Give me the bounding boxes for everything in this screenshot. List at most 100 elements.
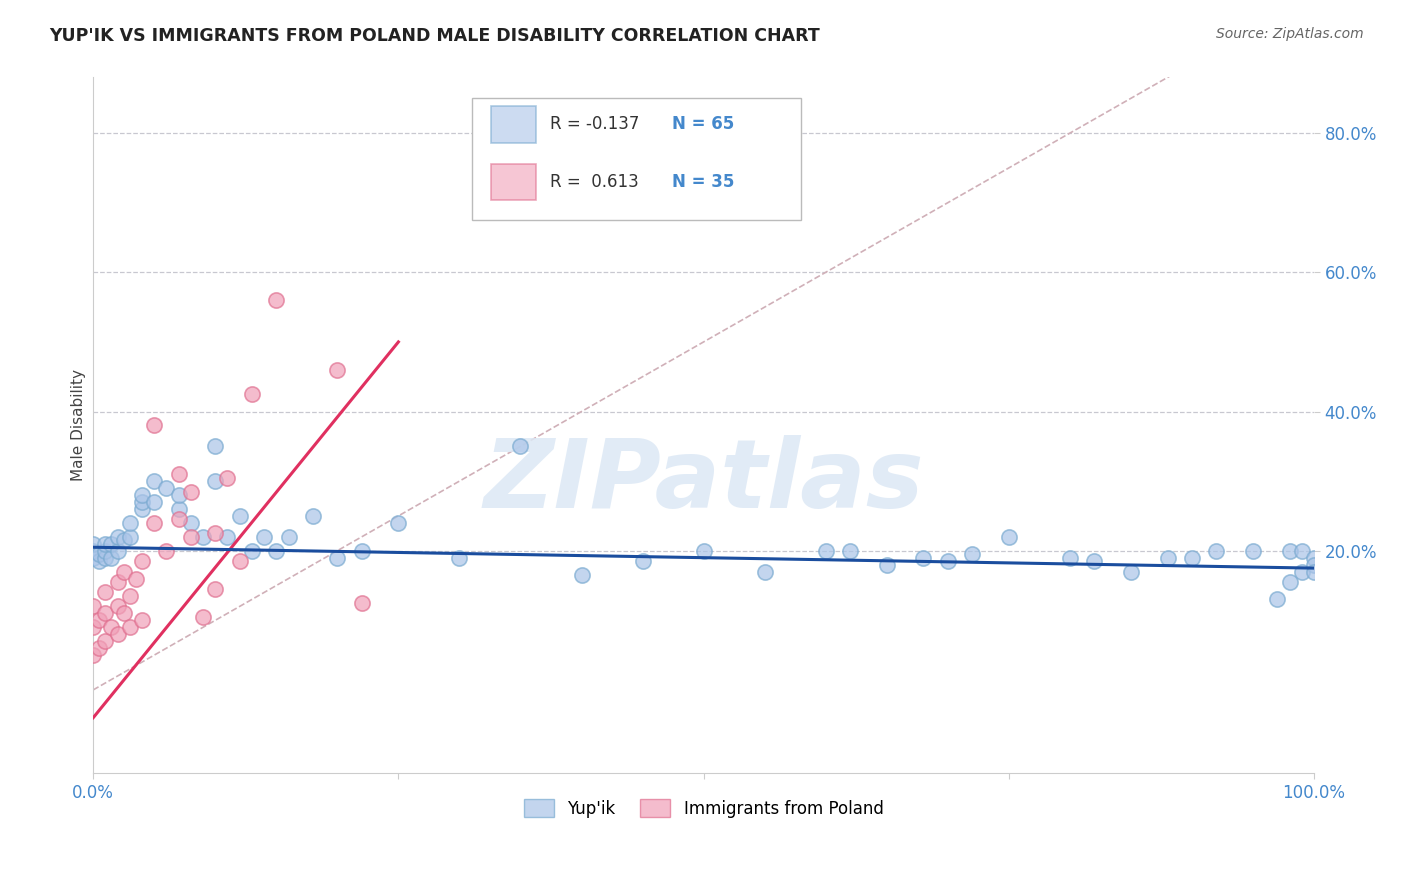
Point [100, 620, 122, 634]
Point [998, 530, 1021, 544]
Point [82, 550, 104, 565]
Y-axis label: Male Disability: Male Disability [72, 369, 86, 482]
Point [509, 439, 531, 453]
Point [94, 543, 117, 558]
Text: YUP'IK VS IMMIGRANTS FROM POLAND MALE DISABILITY CORRELATION CHART: YUP'IK VS IMMIGRANTS FROM POLAND MALE DI… [49, 27, 820, 45]
Point [253, 530, 276, 544]
Point [143, 516, 166, 530]
Legend: Yup'ik, Immigrants from Poland: Yup'ik, Immigrants from Poland [517, 793, 890, 824]
Point [131, 554, 153, 568]
Point [118, 516, 141, 530]
Point [1205, 543, 1227, 558]
Point [118, 620, 141, 634]
Point [1278, 575, 1301, 590]
Point [912, 550, 935, 565]
Point [217, 470, 239, 484]
Point [240, 387, 263, 401]
Point [1291, 543, 1313, 558]
Point [143, 495, 166, 509]
Text: ZIPatlas: ZIPatlas [484, 434, 924, 527]
Point [1303, 550, 1326, 565]
Point [180, 530, 202, 544]
Point [118, 589, 141, 603]
Point [112, 533, 135, 548]
FancyBboxPatch shape [491, 106, 536, 143]
Point [167, 488, 190, 502]
Point [94, 607, 117, 621]
Point [240, 543, 263, 558]
Point [1181, 550, 1204, 565]
Point [82, 599, 104, 614]
Point [143, 474, 166, 488]
Point [89, 554, 111, 568]
Point [89, 547, 111, 561]
Point [1303, 565, 1326, 579]
Point [167, 512, 190, 526]
Point [228, 508, 250, 523]
Point [1241, 543, 1264, 558]
Point [167, 467, 190, 482]
Point [167, 502, 190, 516]
Text: Source: ZipAtlas.com: Source: ZipAtlas.com [1216, 27, 1364, 41]
Text: R = -0.137: R = -0.137 [550, 115, 640, 134]
Point [204, 474, 226, 488]
Point [82, 620, 104, 634]
Point [100, 550, 122, 565]
Point [326, 363, 349, 377]
Point [180, 516, 202, 530]
Point [112, 565, 135, 579]
Point [82, 648, 104, 662]
Point [754, 565, 776, 579]
Point [94, 585, 117, 599]
Point [94, 634, 117, 648]
Point [302, 508, 325, 523]
Point [89, 613, 111, 627]
Text: R =  0.613: R = 0.613 [550, 173, 638, 191]
Point [1156, 550, 1178, 565]
Point [960, 547, 983, 561]
Point [107, 530, 129, 544]
Point [100, 537, 122, 551]
Point [131, 495, 153, 509]
Point [118, 530, 141, 544]
Text: N = 35: N = 35 [672, 173, 734, 191]
Point [266, 543, 288, 558]
Point [89, 641, 111, 656]
Point [387, 516, 409, 530]
Point [217, 530, 239, 544]
Point [82, 543, 104, 558]
Point [107, 575, 129, 590]
Point [204, 582, 226, 596]
Point [1083, 554, 1105, 568]
Point [131, 613, 153, 627]
Point [814, 543, 837, 558]
Point [876, 558, 898, 572]
Point [191, 610, 214, 624]
Point [449, 550, 471, 565]
Point [1278, 543, 1301, 558]
Point [180, 484, 202, 499]
Point [112, 607, 135, 621]
Point [94, 550, 117, 565]
FancyBboxPatch shape [491, 164, 536, 200]
Point [228, 554, 250, 568]
Point [204, 439, 226, 453]
Point [1059, 550, 1081, 565]
Point [155, 481, 177, 495]
Point [571, 568, 593, 582]
Point [631, 554, 654, 568]
Point [131, 488, 153, 502]
Point [1303, 558, 1326, 572]
Point [1119, 565, 1142, 579]
Point [94, 537, 117, 551]
Point [143, 418, 166, 433]
Point [326, 550, 349, 565]
FancyBboxPatch shape [471, 98, 801, 220]
Point [350, 596, 373, 610]
Point [277, 530, 299, 544]
Point [191, 530, 214, 544]
Text: N = 65: N = 65 [672, 115, 734, 134]
Point [107, 627, 129, 641]
Point [1267, 592, 1289, 607]
Point [839, 543, 862, 558]
